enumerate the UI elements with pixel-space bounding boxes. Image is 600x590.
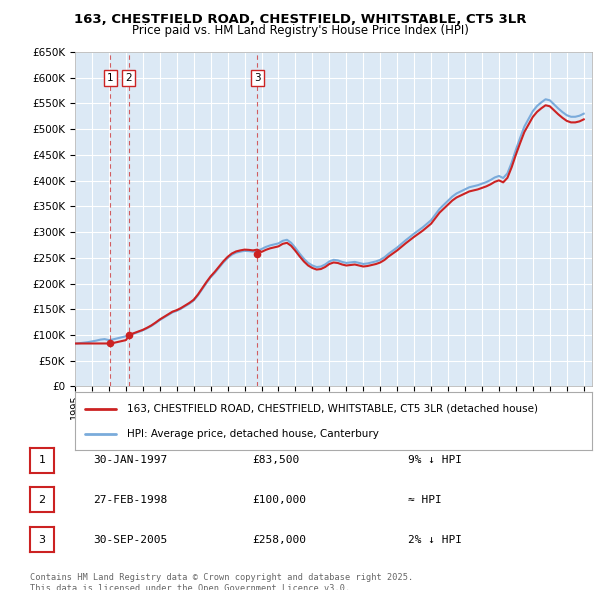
Text: 163, CHESTFIELD ROAD, CHESTFIELD, WHITSTABLE, CT5 3LR: 163, CHESTFIELD ROAD, CHESTFIELD, WHITST…: [74, 13, 526, 26]
Text: Contains HM Land Registry data © Crown copyright and database right 2025.
This d: Contains HM Land Registry data © Crown c…: [30, 573, 413, 590]
Text: £83,500: £83,500: [252, 455, 299, 465]
Text: 27-FEB-1998: 27-FEB-1998: [93, 495, 167, 504]
Text: 3: 3: [38, 535, 46, 545]
Text: HPI: Average price, detached house, Canterbury: HPI: Average price, detached house, Cant…: [127, 429, 379, 439]
Point: [253, 249, 262, 258]
Text: ≈ HPI: ≈ HPI: [408, 495, 442, 504]
Text: 2% ↓ HPI: 2% ↓ HPI: [408, 535, 462, 545]
Text: 9% ↓ HPI: 9% ↓ HPI: [408, 455, 462, 465]
Text: 163, CHESTFIELD ROAD, CHESTFIELD, WHITSTABLE, CT5 3LR (detached house): 163, CHESTFIELD ROAD, CHESTFIELD, WHITST…: [127, 404, 538, 414]
Text: 30-JAN-1997: 30-JAN-1997: [93, 455, 167, 465]
Text: 30-SEP-2005: 30-SEP-2005: [93, 535, 167, 545]
Point: [124, 330, 133, 340]
Text: 2: 2: [38, 495, 46, 504]
Point: [106, 339, 115, 348]
Text: £100,000: £100,000: [252, 495, 306, 504]
Text: 2: 2: [125, 73, 132, 83]
Text: 1: 1: [107, 73, 113, 83]
Text: £258,000: £258,000: [252, 535, 306, 545]
Text: 1: 1: [38, 455, 46, 465]
Text: Price paid vs. HM Land Registry's House Price Index (HPI): Price paid vs. HM Land Registry's House …: [131, 24, 469, 37]
Text: 3: 3: [254, 73, 260, 83]
